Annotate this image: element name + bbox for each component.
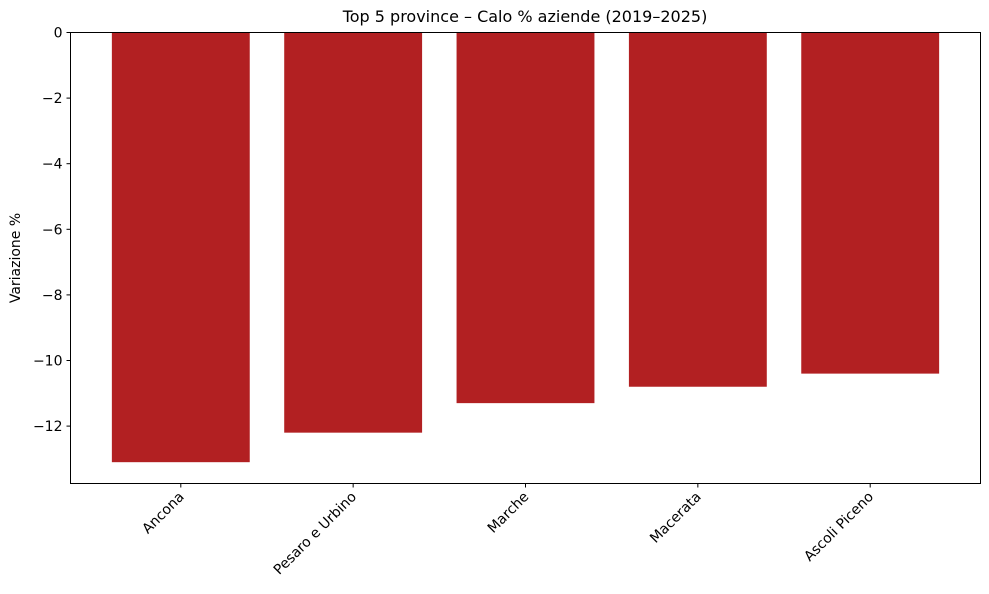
y-tick-label: −2 [42, 91, 63, 107]
x-tick-label: Ascoli Piceno [801, 489, 877, 565]
x-tick-label: Marche [485, 489, 533, 537]
x-axis-ticks: Ancona Pesaro e Urbino Marche Macerata Ascol… [139, 483, 877, 578]
y-tick-label: −6 [42, 222, 63, 238]
x-tick-label: Pesaro e Urbino [271, 489, 360, 578]
y-tick-label: −12 [33, 419, 63, 435]
bar-marche [456, 32, 595, 404]
y-tick-label: −10 [33, 354, 63, 370]
bars-layer [111, 32, 940, 463]
bar-ascoli-piceno [801, 32, 940, 374]
y-tick-label: −4 [42, 157, 63, 173]
bar-ancona [111, 32, 250, 463]
x-tick-label: Macerata [647, 489, 705, 547]
plot-frame [70, 32, 981, 484]
y-axis-label: Variazione % [8, 213, 24, 303]
y-axis-ticks: 0 −2 −4 −6 −8 −10 −12 [33, 26, 71, 435]
y-tick-label: 0 [54, 26, 63, 42]
y-tick-label: −8 [42, 288, 63, 304]
x-tick-label: Ancona [139, 489, 187, 537]
chart-title: Top 5 province – Calo % aziende (2019–20… [342, 7, 708, 26]
bar-macerata [628, 32, 767, 387]
bar-pesaro-e-urbino [284, 32, 423, 433]
